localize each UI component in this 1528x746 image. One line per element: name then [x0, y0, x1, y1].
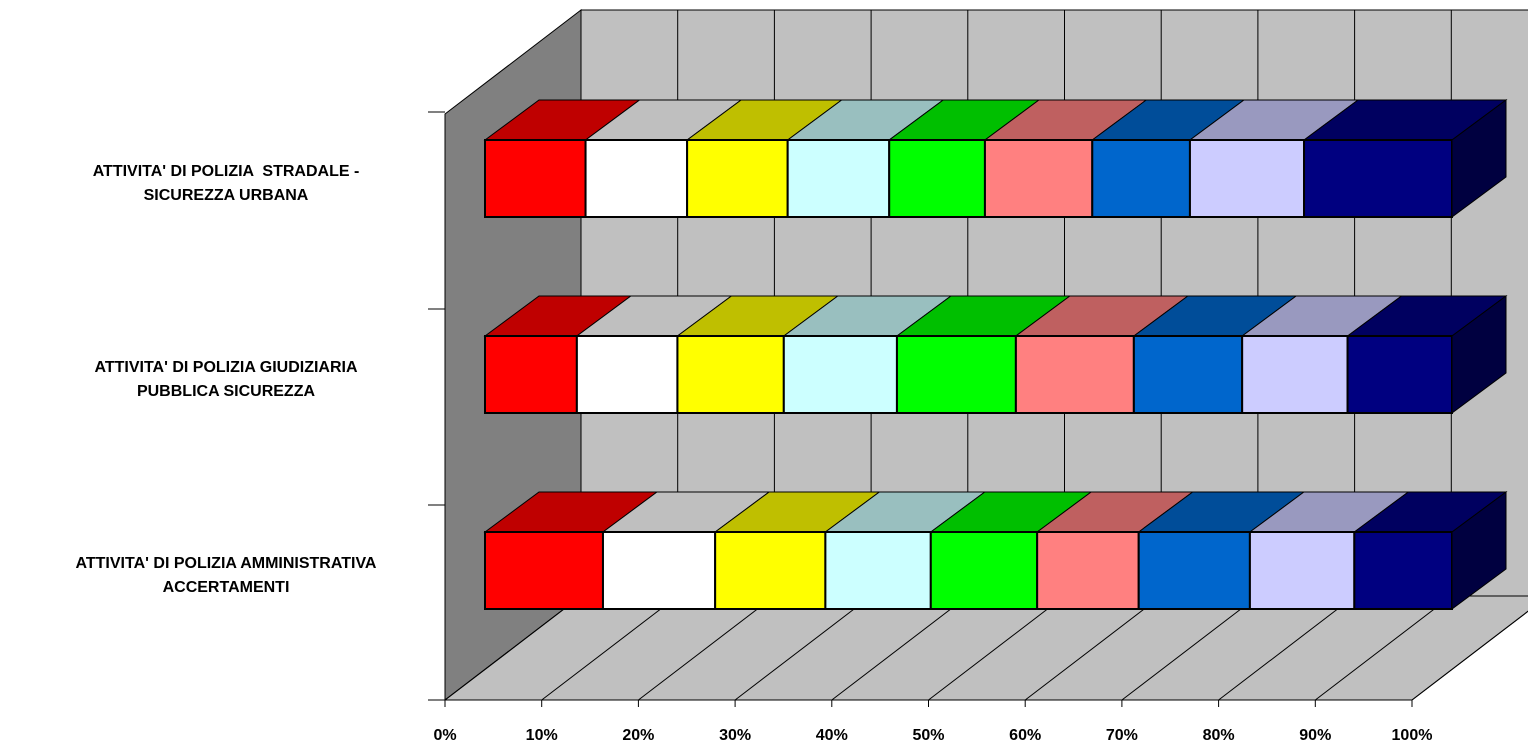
x-tick-label: 10%: [526, 727, 558, 744]
category-label: ATTIVITA' DI POLIZIA STRADALE - SICUREZZA…: [6, 160, 446, 208]
bar-segment: [575, 335, 679, 414]
x-tick-label: 40%: [816, 727, 848, 744]
bar-segment: [983, 139, 1094, 218]
x-tick-label: 100%: [1392, 727, 1433, 744]
bar-segment: [1132, 335, 1244, 414]
bar-segment-side: [1451, 99, 1507, 218]
bar-segment: [1014, 335, 1135, 414]
x-tick-label: 70%: [1106, 727, 1138, 744]
bar-row: [483, 491, 1508, 610]
bar-segment: [1188, 139, 1306, 218]
bar-segment: [895, 335, 1017, 414]
bar-segment: [1353, 531, 1454, 610]
category-label-line1: ATTIVITA' DI POLIZIA AMMINISTRATIVA: [75, 554, 377, 572]
bar-row: [483, 99, 1508, 218]
bar-segment-side: [1451, 491, 1507, 610]
category-label-line2: PUBBLICA SICUREZZA: [136, 382, 316, 400]
bar-segment: [1248, 531, 1356, 610]
bar-segment: [484, 531, 604, 610]
gridline-floor: [541, 595, 679, 701]
bar-segment: [824, 531, 932, 610]
category-label-line1: ATTIVITA' DI POLIZIA STRADALE -: [92, 162, 360, 180]
bar-segment: [686, 139, 789, 218]
gridline-floor: [638, 595, 775, 701]
gridline-floor: [734, 595, 872, 701]
category-label-line2: SICUREZZA URBANA: [143, 186, 309, 204]
category-label: ATTIVITA' DI POLIZIA AMMINISTRATIVA ACCER…: [6, 552, 446, 600]
bar-segment-side: [1451, 295, 1507, 414]
gridline-floor: [1314, 595, 1452, 701]
bar-segment: [676, 335, 785, 414]
gridline-floor: [1121, 595, 1259, 701]
gridline-floor: [444, 595, 582, 701]
x-tick-label: 90%: [1299, 727, 1331, 744]
x-tick-label: 20%: [622, 727, 654, 744]
bar-segment: [484, 335, 578, 414]
x-tick-label: 80%: [1203, 727, 1235, 744]
bar-segment: [1303, 139, 1453, 218]
gridline-floor: [1411, 610, 1528, 701]
x-tick-label: 0%: [433, 727, 456, 744]
category-label-line2: ACCERTAMENTI: [162, 578, 290, 596]
bar-segment: [929, 531, 1039, 610]
gridline-floor: [1024, 595, 1162, 701]
bar-segment: [484, 139, 587, 218]
x-axis: 0% 10% 20% 30% 40% 50% 60% 70% 80% 90% 100%: [428, 111, 1433, 744]
x-tick-label: 50%: [912, 727, 944, 744]
gridline-floor: [831, 595, 969, 701]
gridline-floor: [1218, 595, 1355, 701]
bar-segment: [1091, 139, 1191, 218]
bar-segment: [888, 139, 986, 218]
bar-segment: [782, 335, 898, 414]
bar-row: [483, 295, 1508, 414]
x-tick-label: 30%: [719, 727, 751, 744]
bar-segment: [1241, 335, 1349, 414]
x-tick-label: 60%: [1009, 727, 1041, 744]
bar-segment: [714, 531, 827, 610]
bar-segment: [1137, 531, 1251, 610]
bar-segment: [1346, 335, 1453, 414]
category-label-line1: ATTIVITA' DI POLIZIA GIUDIZIARIA: [94, 358, 358, 376]
bars: [483, 99, 1508, 610]
bar-segment: [601, 531, 717, 610]
category-label: ATTIVITA' DI POLIZIA GIUDIZIARIA PUBBLICA…: [6, 356, 446, 404]
bar-segment: [1036, 531, 1140, 610]
floor: [443, 595, 1528, 701]
bar-segment: [584, 139, 689, 218]
gridline-floor: [928, 595, 1065, 701]
bar-segment: [786, 139, 891, 218]
